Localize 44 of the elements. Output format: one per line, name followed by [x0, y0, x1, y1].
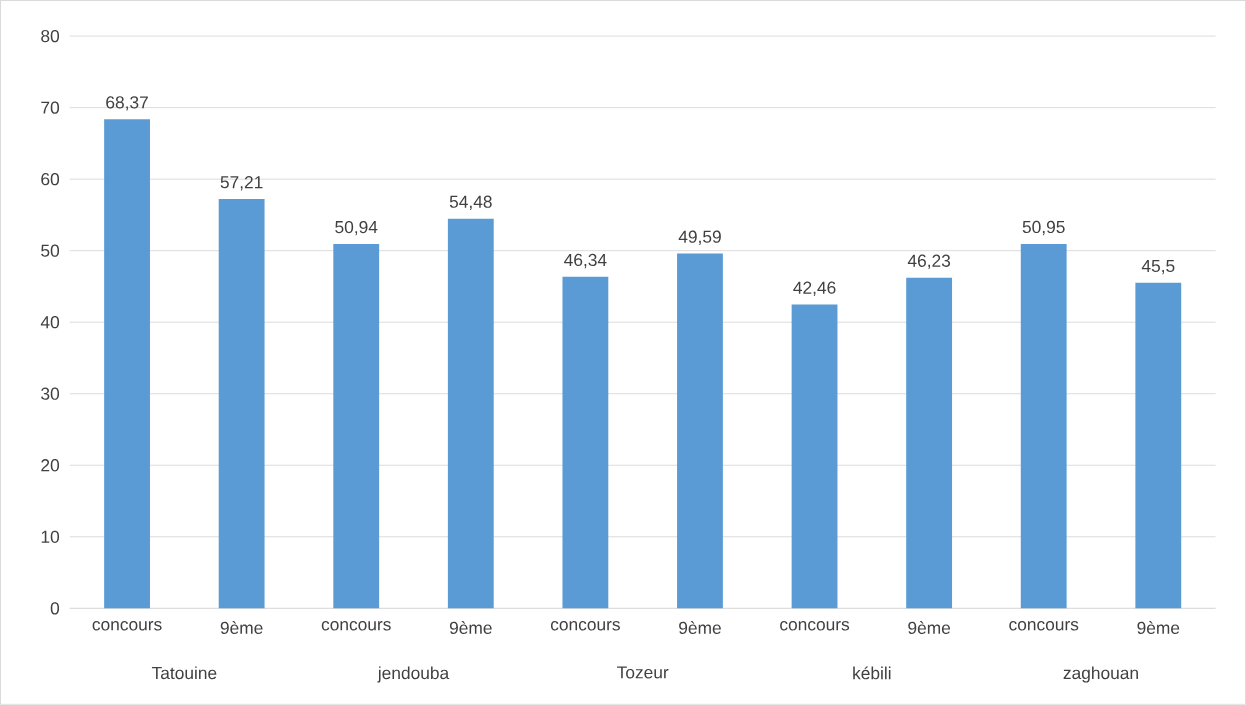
y-tick-label: 0 [50, 602, 60, 615]
data-label: 50,94 [335, 221, 378, 236]
text: zaghouan [1063, 666, 1138, 683]
y-tick-label: 60 [41, 173, 60, 186]
bar [447, 218, 494, 609]
x-tick-label: 9ème [449, 621, 492, 635]
y-tick-label: 30 [41, 387, 60, 400]
y-tick-label: 10 [41, 530, 60, 544]
y-tick-label: 70 [41, 101, 60, 114]
text: Tozeur [617, 666, 669, 679]
data-label: 50,95 [1022, 220, 1065, 236]
y-tick-label: 50 [41, 244, 60, 257]
data-label: 49,59 [678, 230, 721, 245]
data-label: 42,46 [793, 281, 836, 297]
x-tick-label: concours [1009, 621, 1079, 631]
y-tick-label: 40 [40, 316, 60, 329]
x-tick-label: concours [550, 621, 620, 631]
bar [218, 199, 265, 609]
x-tick-label: concours [321, 621, 391, 631]
bar [1020, 243, 1067, 609]
x-tick-label: 9ème [679, 621, 721, 635]
data-label: 54,48 [449, 195, 492, 211]
x-tick-label: concours [92, 621, 162, 631]
text: jendouba [377, 666, 450, 683]
data-label: 46,23 [907, 254, 951, 270]
data-label: 45,5 [1141, 260, 1175, 275]
bar [677, 253, 723, 609]
text: Tatouine [151, 666, 217, 680]
x-tick-label: 9ème [220, 621, 263, 635]
bar [906, 277, 953, 609]
y-tick-label: 20 [41, 459, 60, 472]
bar [791, 304, 838, 609]
y-tick-label: 80 [41, 30, 60, 43]
text: kébili [853, 666, 891, 680]
x-tick-label: 9ème [908, 621, 951, 635]
bar [333, 244, 380, 609]
data-label: 57,21 [220, 176, 263, 191]
bar [1135, 282, 1182, 609]
data-label: 68,37 [106, 96, 148, 111]
data-label: 46,34 [564, 253, 607, 269]
x-tick-label: 9ème [1137, 621, 1180, 635]
bar [562, 276, 609, 609]
bar [104, 119, 150, 609]
x-tick-label: concours [780, 621, 850, 631]
